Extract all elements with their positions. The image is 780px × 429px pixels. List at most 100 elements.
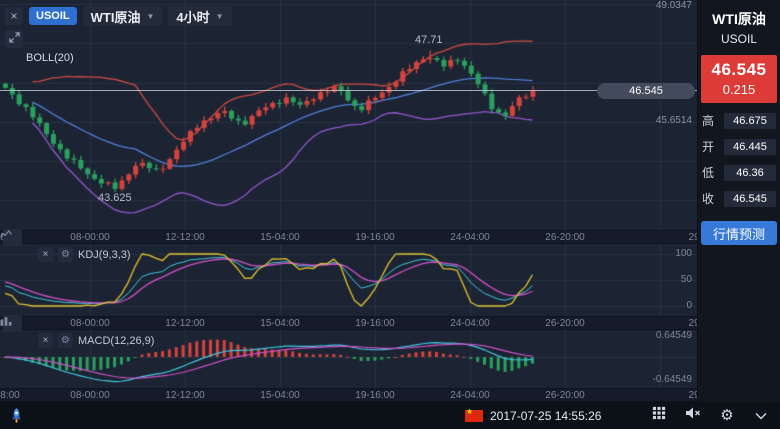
- macd-scale-bottom: -0.64549: [652, 374, 692, 385]
- chart-type-bar-button[interactable]: [0, 315, 22, 332]
- kdj-canvas[interactable]: [0, 244, 697, 316]
- apps-grid-icon: [652, 406, 666, 425]
- symbol-badge: USOIL: [29, 7, 77, 25]
- timeframe-select-button[interactable]: 4小时 ▼: [168, 6, 232, 26]
- bar-chart-icon: [0, 316, 13, 329]
- price-change: 0.215: [722, 82, 756, 97]
- boll-indicator-label: BOLL(20): [26, 52, 74, 64]
- gear-icon: ⚙: [61, 248, 70, 260]
- symbol-select-button[interactable]: WTI原油 ▼: [82, 6, 163, 26]
- settings-button[interactable]: ⚙: [718, 407, 736, 425]
- time-label: 24-04:00: [450, 318, 490, 329]
- statusbar-icons: ⚙: [650, 402, 770, 429]
- close-chart-button[interactable]: ×: [5, 7, 23, 25]
- macd-panel: × ⚙ MACD(12,26,9) 0.64549 -0.64549: [0, 330, 697, 388]
- close-icon: ×: [42, 249, 49, 260]
- time-label: 19-16:00: [355, 318, 395, 329]
- market-forecast-button[interactable]: 行情预测: [701, 221, 777, 245]
- open-value: 46.445: [724, 138, 776, 155]
- close-label: 收: [702, 192, 715, 206]
- time-label: 12-12:00: [165, 232, 205, 243]
- quote-sidebar: WTI原油 USOIL 46.545 0.215 高 46.675 开 46.4…: [697, 0, 780, 402]
- kdj-close-button[interactable]: ×: [38, 247, 53, 262]
- collapse-button[interactable]: [752, 407, 770, 425]
- timeframe-label: 4小时: [176, 9, 210, 25]
- price-axis-label-top: 49.0347: [655, 0, 692, 11]
- time-label: 15-04:00: [260, 318, 300, 329]
- main-chart-canvas[interactable]: [0, 0, 697, 230]
- time-label: 15-04:00: [260, 232, 300, 243]
- time-label: 08-00:00: [70, 318, 110, 329]
- expand-icon: [8, 32, 20, 46]
- chevron-down-icon: [755, 407, 767, 425]
- macd-close-button[interactable]: ×: [38, 333, 53, 348]
- time-label: 19-16:00: [355, 390, 395, 401]
- high-value: 46.675: [724, 112, 776, 129]
- time-axis-main: 8:0008-00:0012-12:0015-04:0019-16:0024-0…: [0, 229, 700, 246]
- kdj-panel: × ⚙ KDJ(9,3,3) 100 50 0: [0, 244, 697, 316]
- high-label: 高: [702, 114, 715, 128]
- system-timestamp: 2017-07-25 14:55:26: [490, 408, 602, 423]
- time-label: 29: [688, 232, 700, 243]
- current-price-tag: 46.545: [597, 83, 695, 99]
- macd-header: × ⚙ MACD(12,26,9): [38, 333, 154, 348]
- time-label: 08-00:00: [70, 232, 110, 243]
- price-axis-label-mid: 45.6514: [655, 115, 692, 126]
- status-bar: ★ 2017-07-25 14:55:26 ⚙: [0, 402, 780, 429]
- mute-button[interactable]: [684, 407, 702, 425]
- time-label: 15-04:00: [260, 390, 300, 401]
- sidebar-symbol-name: WTI原油: [712, 11, 766, 27]
- muted-speaker-icon: [685, 406, 701, 425]
- expand-chart-button[interactable]: [5, 30, 23, 48]
- clock-group: ★ 2017-07-25 14:55:26: [465, 402, 601, 429]
- time-axis-macd: 8:00 08-00:00 12-12:00 15-04:00 19-16:00 24-0…: [0, 388, 700, 402]
- time-label: 8:00: [0, 390, 20, 401]
- gear-icon: ⚙: [720, 407, 734, 424]
- main-chart-panel: 46.545 49.0347 45.6514 47.71 43.625 BOLL…: [0, 0, 697, 230]
- high-price-annotation: 47.71: [415, 34, 443, 46]
- quote-row-close: 收 46.545: [702, 190, 776, 207]
- china-flag-icon: ★: [465, 407, 483, 422]
- symbol-name-label: WTI原油: [90, 9, 141, 25]
- kdj-label: KDJ(9,3,3): [78, 248, 131, 261]
- close-icon: ×: [10, 9, 18, 23]
- chart-type-line-button[interactable]: [0, 229, 22, 246]
- rocket-icon: [8, 408, 25, 428]
- kdj-scale-0: 0: [686, 300, 692, 311]
- chart-toolbar: × USOIL WTI原油 ▼ 4小时 ▼: [5, 6, 232, 26]
- quote-row-high: 高 46.675: [702, 112, 776, 129]
- kdj-settings-button[interactable]: ⚙: [58, 247, 73, 262]
- macd-canvas[interactable]: [0, 330, 697, 388]
- time-label: 24-04:00: [450, 390, 490, 401]
- open-label: 开: [702, 140, 715, 154]
- time-label: 26-20:00: [545, 390, 585, 401]
- current-price-line: [0, 90, 697, 91]
- chart-column: 46.545 49.0347 45.6514 47.71 43.625 BOLL…: [0, 0, 700, 402]
- time-label: 26-20:00: [545, 318, 585, 329]
- time-label: 12-12:00: [165, 390, 205, 401]
- time-axis-kdj: 8:0008-00:0012-12:0015-04:0019-16:0024-0…: [0, 315, 700, 332]
- time-label: 29: [688, 390, 700, 401]
- chevron-down-icon: ▼: [146, 11, 155, 21]
- gear-icon: ⚙: [61, 334, 70, 346]
- macd-scale-top: 0.64549: [655, 330, 692, 341]
- chevron-down-icon: ▼: [215, 11, 224, 21]
- macd-label: MACD(12,26,9): [78, 334, 155, 347]
- macd-settings-button[interactable]: ⚙: [58, 333, 73, 348]
- low-value: 46.36: [724, 164, 776, 181]
- close-value: 46.545: [724, 190, 776, 207]
- apps-grid-button[interactable]: [650, 406, 668, 425]
- quick-launch-button[interactable]: [8, 407, 25, 424]
- last-price-box: 46.545 0.215: [701, 55, 777, 103]
- quote-row-open: 开 46.445: [702, 138, 776, 155]
- low-price-annotation: 43.625: [98, 192, 132, 204]
- kdj-header: × ⚙ KDJ(9,3,3): [38, 247, 131, 262]
- time-label: 29: [688, 318, 700, 329]
- close-icon: ×: [42, 335, 49, 346]
- sidebar-symbol-code: USOIL: [720, 32, 757, 46]
- time-label: 08-00:00: [70, 390, 110, 401]
- line-chart-icon: [0, 229, 13, 242]
- last-price: 46.545: [711, 60, 767, 79]
- time-label: 24-04:00: [450, 232, 490, 243]
